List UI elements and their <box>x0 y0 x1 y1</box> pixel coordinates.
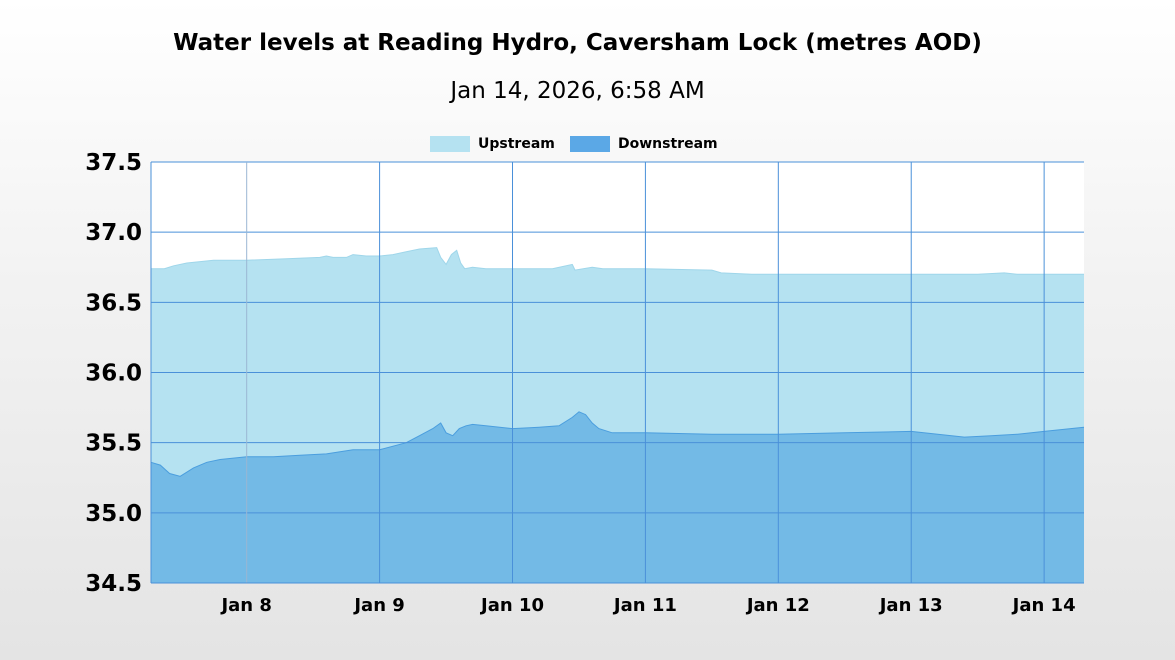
y-tick-label: 35.5 <box>85 431 142 457</box>
grid-lines <box>150 161 1084 584</box>
chart-subtitle: Jan 14, 2026, 6:58 AM <box>450 78 705 104</box>
x-axis-ticks: Jan 8 Jan 9 Jan 10 Jan 11 Jan 12 Jan 13 Jan 14 <box>219 595 1075 616</box>
x-tick-label: Jan 12 <box>745 595 810 616</box>
legend: Upstream Downstream <box>430 136 718 152</box>
x-tick-label: Jan 8 <box>219 595 271 616</box>
y-tick-label: 35.0 <box>85 501 142 527</box>
x-tick-label: Jan 14 <box>1011 595 1076 616</box>
legend-swatch-upstream <box>430 136 470 152</box>
x-tick-label: Jan 10 <box>479 595 544 616</box>
y-tick-label: 36.0 <box>85 361 142 387</box>
legend-label-downstream: Downstream <box>618 136 718 152</box>
line-upstream <box>151 247 1084 275</box>
y-tick-label: 34.5 <box>85 571 142 597</box>
y-axis-ticks: 37.5 37.0 36.5 36.0 35.5 35.0 34.5 <box>85 150 142 597</box>
area-downstream <box>151 411 1084 583</box>
x-tick-label: Jan 9 <box>352 595 404 616</box>
x-tick-label: Jan 11 <box>612 595 677 616</box>
y-tick-label: 36.5 <box>85 290 142 316</box>
x-tick-label: Jan 13 <box>878 595 943 616</box>
y-tick-label: 37.0 <box>85 220 142 246</box>
legend-swatch-downstream <box>570 136 610 152</box>
series-areas <box>150 247 1085 583</box>
y-tick-label: 37.5 <box>85 150 142 176</box>
chart-title: Water levels at Reading Hydro, Caversham… <box>173 30 982 56</box>
legend-label-upstream: Upstream <box>478 136 555 152</box>
line-downstream <box>150 411 1085 477</box>
